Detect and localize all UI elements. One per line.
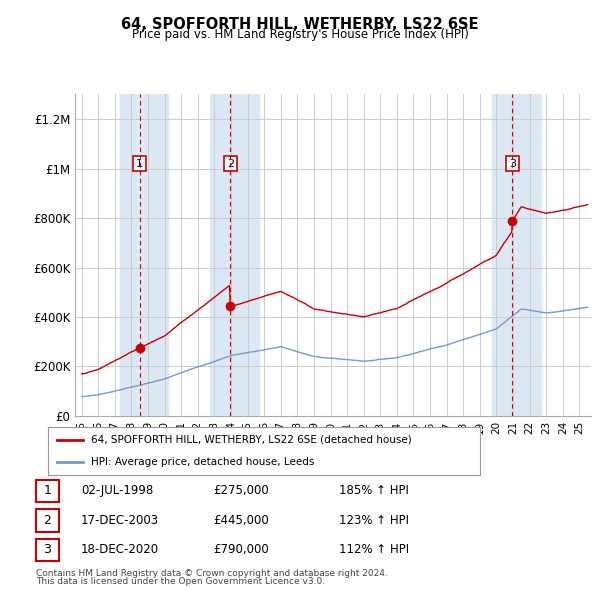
Text: 18-DEC-2020: 18-DEC-2020 xyxy=(81,543,159,556)
Text: Contains HM Land Registry data © Crown copyright and database right 2024.: Contains HM Land Registry data © Crown c… xyxy=(36,569,388,578)
Text: 112% ↑ HPI: 112% ↑ HPI xyxy=(339,543,409,556)
Text: 64, SPOFFORTH HILL, WETHERBY, LS22 6SE: 64, SPOFFORTH HILL, WETHERBY, LS22 6SE xyxy=(121,17,479,31)
Text: 3: 3 xyxy=(509,159,516,169)
Text: 123% ↑ HPI: 123% ↑ HPI xyxy=(339,514,409,527)
Text: 17-DEC-2003: 17-DEC-2003 xyxy=(81,514,159,527)
Text: 1: 1 xyxy=(136,159,143,169)
Text: 2: 2 xyxy=(227,159,234,169)
Text: £790,000: £790,000 xyxy=(213,543,269,556)
Bar xyxy=(120,94,168,416)
Text: 64, SPOFFORTH HILL, WETHERBY, LS22 6SE (detached house): 64, SPOFFORTH HILL, WETHERBY, LS22 6SE (… xyxy=(91,435,412,445)
Text: 185% ↑ HPI: 185% ↑ HPI xyxy=(339,484,409,497)
Text: 1: 1 xyxy=(43,484,52,497)
Bar xyxy=(493,94,541,416)
Text: Price paid vs. HM Land Registry's House Price Index (HPI): Price paid vs. HM Land Registry's House … xyxy=(131,28,469,41)
Text: 3: 3 xyxy=(43,543,52,556)
Text: 2: 2 xyxy=(43,514,52,527)
Text: This data is licensed under the Open Government Licence v3.0.: This data is licensed under the Open Gov… xyxy=(36,578,325,586)
Text: £445,000: £445,000 xyxy=(213,514,269,527)
Bar xyxy=(211,94,259,416)
Text: £275,000: £275,000 xyxy=(213,484,269,497)
Text: 02-JUL-1998: 02-JUL-1998 xyxy=(81,484,153,497)
Text: HPI: Average price, detached house, Leeds: HPI: Average price, detached house, Leed… xyxy=(91,457,314,467)
